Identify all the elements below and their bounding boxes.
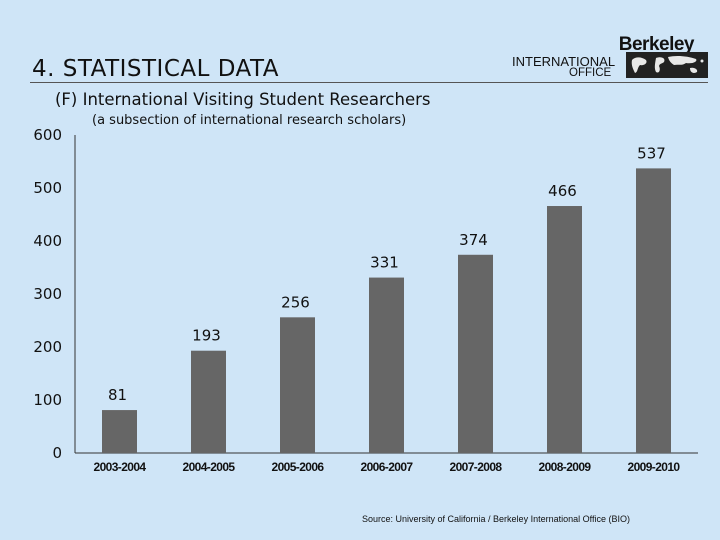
bar [369,277,404,453]
source-note: Source: University of California / Berke… [362,514,630,524]
logo-berkeley-text: Berkeley [618,34,695,55]
data-label: 256 [281,293,310,311]
logo-office-text: OFFICE [569,67,612,79]
data-label: 537 [637,144,666,162]
bar [636,168,671,453]
berkeley-international-office-logo: Berkeley INTERNATIONAL OFFICE [508,32,708,82]
chart-note: (a subsection of international research … [92,113,407,128]
title-divider [30,82,708,83]
slide-title: 4. STATISTICAL DATA [32,56,280,82]
bar [547,206,582,453]
x-tick-label: 2005-2006 [272,460,325,474]
y-tick-label: 0 [52,444,62,462]
y-tick-label: 200 [33,338,62,356]
x-tick-label: 2003-2004 [94,460,147,474]
world-map-icon [626,52,708,78]
bar [191,350,226,453]
x-tick-label: 2004-2005 [183,460,236,474]
y-tick-label: 300 [33,285,62,303]
y-tick-label: 500 [33,179,62,197]
bar [102,410,137,453]
y-tick-label: 100 [33,391,62,409]
data-label: 193 [192,327,221,345]
data-label: 331 [370,254,399,272]
x-tick-label: 2009-2010 [628,460,681,474]
data-label: 81 [108,386,127,404]
y-tick-label: 600 [33,126,62,144]
chart-subtitle: (F) International Visiting Student Resea… [55,90,431,109]
bar [458,254,493,453]
data-label: 374 [459,231,488,249]
logo-international-text: INTERNATIONAL [512,54,616,69]
x-tick-label: 2008-2009 [539,460,592,474]
x-tick-label: 2007-2008 [450,460,503,474]
bar [280,317,315,453]
x-tick-label: 2006-2007 [361,460,414,474]
y-tick-label: 400 [33,232,62,250]
data-label: 466 [548,182,577,200]
